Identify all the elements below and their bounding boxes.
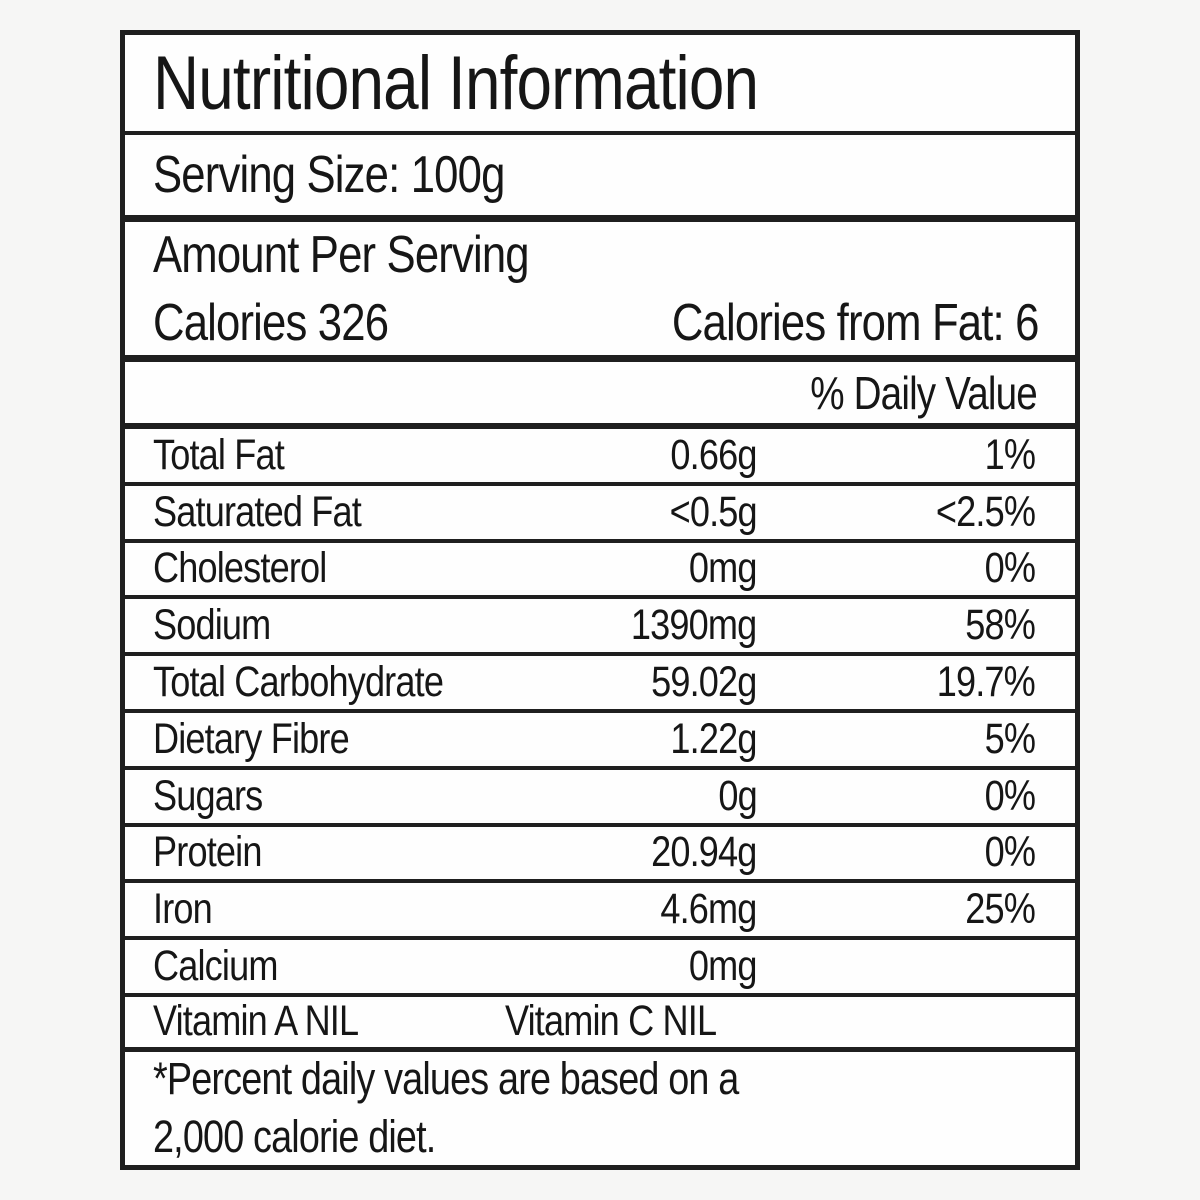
footnote-row: *Percent daily values are based on a 2,0… [125,1046,1075,1165]
daily-value-header: % Daily Value [810,366,1038,419]
amount-per-serving-text: Amount Per Serving [153,225,530,284]
nutrient-name: Dietary Fibre [153,714,350,763]
nutrient-amount: 59.02g [651,658,757,707]
nutrient-daily-value: <2.5% [935,487,1036,536]
nutrient-name: Cholesterol [153,544,327,593]
nutrient-name: Total Fat [153,430,285,479]
nutrient-amount: 0.66g [670,430,758,479]
nutrient-name: Sodium [153,601,271,650]
nutrient-row-calcium: Calcium 0mg [125,936,1075,993]
nutrient-row-sugars: Sugars 0g 0% [125,765,1075,823]
vitamin-c-text: Vitamin C NIL [505,997,717,1046]
vitamin-a-text: Vitamin A NIL [153,997,359,1046]
calories-line: Calories 326 Calories from Fat: 6 [125,293,1075,353]
nutrient-name: Sugars [153,771,263,820]
calories-from-fat-text: Calories from Fat: 6 [672,293,1040,352]
nutrient-amount: 1.22g [670,714,758,763]
nutrient-daily-value: 0% [984,544,1035,593]
nutrient-row-cholesterol: Cholesterol 0mg 0% [125,538,1075,596]
nutrient-row-dietary-fibre: Dietary Fibre 1.22g 5% [125,708,1075,766]
nutrient-daily-value: 1% [984,430,1035,479]
nutrient-amount: 0mg [688,942,758,991]
nutrient-name: Calcium [153,942,278,991]
serving-size-row: Serving Size: 100g [125,131,1075,215]
nutrient-name: Protein [153,828,262,877]
calories-label: Calories [153,293,307,352]
nutrient-amount: 4.6mg [660,885,758,934]
calories-value: 326 [317,293,389,352]
calories-text: Calories 326 [153,293,389,353]
nutrient-row-sodium: Sodium 1390mg 58% [125,595,1075,652]
vitamins-row: Vitamin A NIL Vitamin C NIL [125,992,1075,1047]
footnote-line-1: *Percent daily values are based on a [153,1053,739,1105]
label-title: Nutritional Information [153,40,759,126]
label-title-row: Nutritional Information [125,35,1075,131]
nutrient-daily-value: 5% [984,714,1035,763]
nutrient-name: Saturated Fat [153,487,362,536]
nutrient-daily-value: 19.7% [936,658,1036,707]
amount-per-serving-line: Amount Per Serving [125,225,1075,285]
nutrient-amount: 0g [718,771,757,820]
nutrient-daily-value: 25% [965,885,1036,934]
nutrient-daily-value: 0% [984,828,1035,877]
nutrient-daily-value: 58% [965,601,1036,650]
serving-size-text: Serving Size: 100g [153,146,505,204]
daily-value-header-row: % Daily Value [125,355,1075,423]
nutrient-row-saturated-fat: Saturated Fat <0.5g <2.5% [125,481,1075,539]
nutrient-row-total-fat: Total Fat 0.66g 1% [125,423,1075,482]
nutrient-name: Iron [153,885,213,934]
nutrient-amount: 0mg [688,544,758,593]
nutrient-amount: 20.94g [651,828,757,877]
nutrient-amount: <0.5g [669,487,758,536]
calories-row: Amount Per Serving Calories 326 Calories… [125,215,1075,355]
nutrient-row-protein: Protein 20.94g 0% [125,822,1075,880]
nutrient-row-total-carbohydrate: Total Carbohydrate 59.02g 19.7% [125,652,1075,709]
nutrition-label: Nutritional Information Serving Size: 10… [120,30,1080,1170]
nutrient-amount: 1390mg [631,601,757,650]
nutrient-row-iron: Iron 4.6mg 25% [125,879,1075,936]
footnote-line-2: 2,000 calorie diet. [153,1111,436,1163]
nutrient-name: Total Carbohydrate [153,658,444,707]
nutrient-daily-value: 0% [984,771,1035,820]
